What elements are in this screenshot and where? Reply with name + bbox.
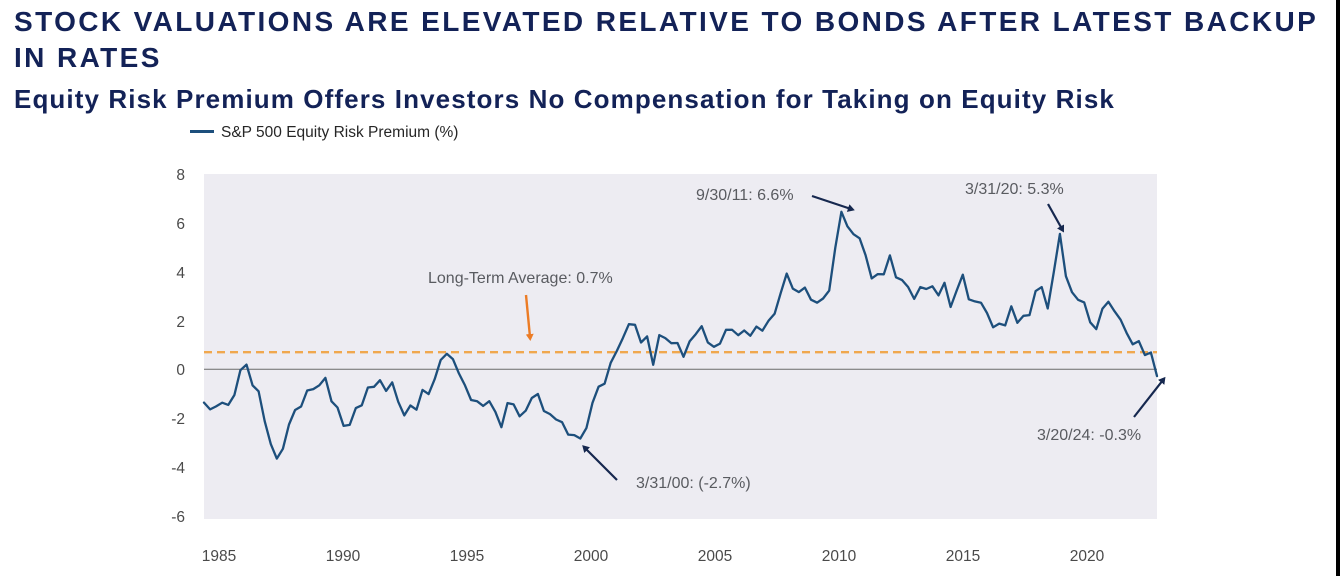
svg-text:2020: 2020 bbox=[1070, 548, 1105, 565]
svg-text:6: 6 bbox=[176, 216, 185, 233]
svg-text:3/20/24: -0.3%: 3/20/24: -0.3% bbox=[1037, 427, 1141, 444]
svg-text:-2: -2 bbox=[171, 411, 185, 428]
svg-text:2010: 2010 bbox=[822, 548, 857, 565]
svg-text:0: 0 bbox=[176, 362, 185, 379]
svg-text:8: 8 bbox=[176, 167, 185, 184]
svg-text:3/31/20: 5.3%: 3/31/20: 5.3% bbox=[965, 181, 1064, 198]
svg-text:1995: 1995 bbox=[450, 548, 484, 565]
svg-text:2000: 2000 bbox=[574, 548, 609, 565]
svg-text:-4: -4 bbox=[171, 460, 185, 477]
svg-text:2: 2 bbox=[176, 314, 185, 331]
svg-text:2015: 2015 bbox=[946, 548, 980, 565]
svg-text:9/30/11: 6.6%: 9/30/11: 6.6% bbox=[696, 187, 794, 204]
svg-text:Long-Term Average: 0.7%: Long-Term Average: 0.7% bbox=[428, 270, 613, 287]
svg-text:4: 4 bbox=[176, 265, 185, 282]
svg-text:3/31/00: (-2.7%): 3/31/00: (-2.7%) bbox=[636, 475, 751, 492]
svg-text:2005: 2005 bbox=[698, 548, 732, 565]
svg-text:1985: 1985 bbox=[202, 548, 236, 565]
svg-text:1990: 1990 bbox=[326, 548, 361, 565]
svg-text:-6: -6 bbox=[171, 509, 185, 526]
